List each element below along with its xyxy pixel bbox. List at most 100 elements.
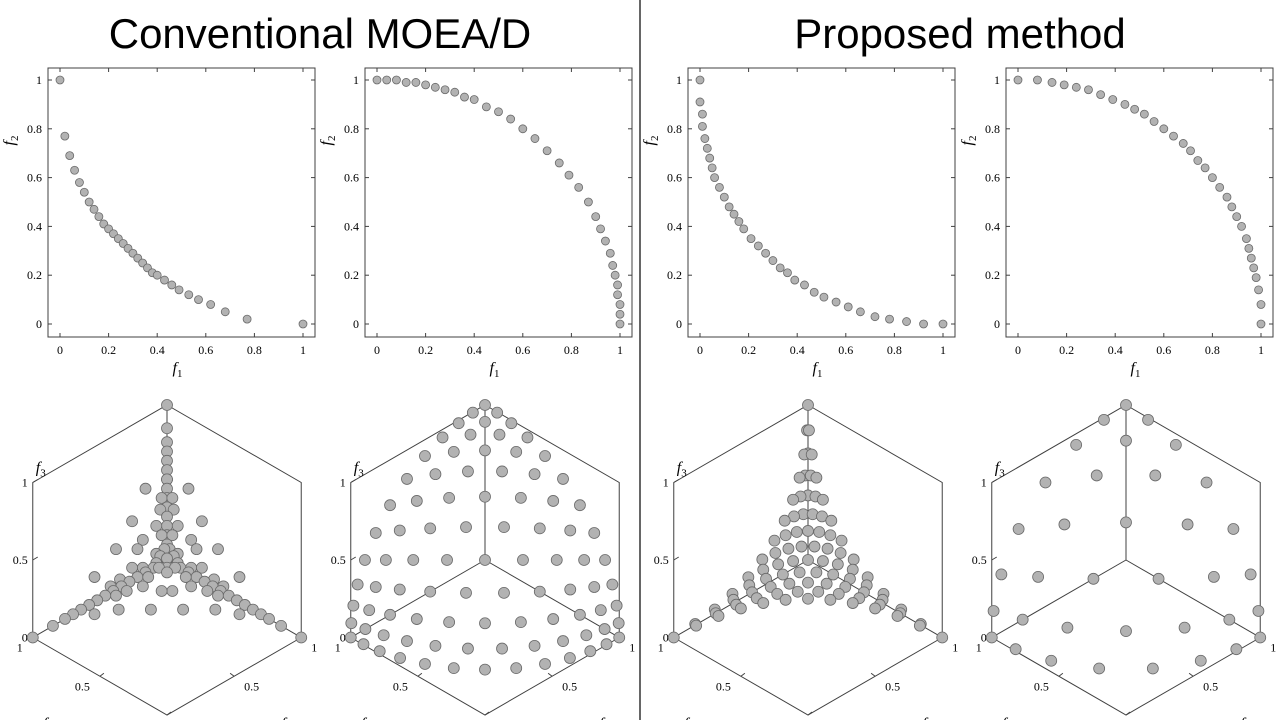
y-tick-label: 0.8 <box>27 122 42 136</box>
axis-line <box>991 559 1127 638</box>
data-point <box>855 307 865 317</box>
data-point <box>443 491 456 504</box>
data-point <box>1045 654 1058 667</box>
data-point <box>1071 82 1081 92</box>
f2-tick-label: 0.5 <box>393 679 408 693</box>
f1-tick-label: 0.5 <box>885 679 900 693</box>
x-tick-label: 0.4 <box>790 343 805 357</box>
data-point <box>787 555 799 567</box>
data-point <box>401 635 413 647</box>
y-tick-label: 0.2 <box>985 268 1000 282</box>
axis-line <box>1125 559 1261 638</box>
f2-tick-label: 1 <box>17 641 23 655</box>
data-point <box>411 78 421 87</box>
data-point <box>1169 438 1182 451</box>
data-point <box>819 292 829 302</box>
f1-tick-label: 1 <box>952 641 958 655</box>
data-point <box>139 482 152 495</box>
y-tick-label: 0.2 <box>344 268 359 282</box>
data-point <box>790 526 803 538</box>
data-point <box>715 182 724 192</box>
data-point <box>1059 80 1069 90</box>
x-axis-label: f1 <box>173 360 183 380</box>
data-point <box>496 642 508 655</box>
z-tick-label: 1 <box>981 476 987 490</box>
z-tick-label: 0 <box>663 631 669 645</box>
data-point <box>110 543 122 556</box>
y-tick-label: 0.4 <box>667 219 682 233</box>
data-point <box>295 631 308 644</box>
data-point <box>59 613 71 625</box>
data-point <box>447 445 460 458</box>
f2-tick-label: 0 <box>469 718 475 720</box>
x-tick-label: 0.8 <box>247 343 262 357</box>
data-point <box>1251 273 1261 283</box>
data-point <box>161 566 173 579</box>
data-point <box>126 515 138 528</box>
f1-axis-label: f1 <box>922 715 932 720</box>
y-tick-label: 0.4 <box>985 219 1000 233</box>
data-point <box>707 163 717 173</box>
data-point <box>1178 139 1188 148</box>
data-point <box>1249 263 1259 273</box>
y-tick-label: 1 <box>353 73 359 87</box>
f2-tick-mark <box>740 672 746 677</box>
data-point <box>275 619 287 632</box>
data-point <box>464 428 477 441</box>
data-point <box>782 542 795 555</box>
z-tick-label: 0.5 <box>13 553 28 567</box>
data-point <box>131 543 144 556</box>
data-point <box>1193 156 1203 165</box>
data-point <box>739 224 749 234</box>
data-point <box>517 554 529 566</box>
data-point <box>112 603 125 616</box>
data-point <box>834 547 847 559</box>
data-point <box>1009 643 1022 656</box>
f1-tick-label: 1 <box>1270 641 1276 655</box>
data-point <box>802 399 814 411</box>
x-tick-label: 0.6 <box>838 343 853 357</box>
y-tick-label: 1 <box>36 73 42 87</box>
data-point <box>776 568 789 581</box>
data-point <box>185 533 198 546</box>
z-tick-mark <box>673 556 680 561</box>
data-point <box>1246 253 1256 263</box>
data-point <box>574 499 586 512</box>
data-point <box>1087 572 1100 585</box>
data-point <box>79 187 89 197</box>
data-point <box>824 593 837 606</box>
data-point <box>1230 643 1243 656</box>
x-tick-label: 0 <box>374 343 380 357</box>
x-tick-label: 1 <box>617 343 623 357</box>
data-point <box>491 406 504 419</box>
data-point <box>177 603 190 616</box>
data-point <box>1058 518 1071 531</box>
x-tick-label: 1 <box>1258 343 1264 357</box>
data-point <box>209 603 222 616</box>
data-point <box>601 236 610 246</box>
data-point <box>1237 221 1246 231</box>
data-point <box>557 635 569 647</box>
x-tick-label: 0 <box>697 343 703 357</box>
data-point <box>710 173 719 183</box>
data-point <box>700 134 710 143</box>
data-point <box>847 553 860 566</box>
data-point <box>452 417 465 430</box>
data-point <box>824 529 837 542</box>
data-point <box>430 82 440 92</box>
f2-tick-mark <box>166 711 172 716</box>
data-point <box>1012 523 1025 535</box>
data-point <box>1256 300 1266 309</box>
f1-tick-label: 0.5 <box>562 679 577 693</box>
data-point <box>194 295 203 305</box>
data-point <box>419 658 431 670</box>
data-point <box>809 287 819 297</box>
data-point <box>1090 469 1103 482</box>
data-point <box>564 583 577 596</box>
x-tick-label: 0.2 <box>101 343 116 357</box>
data-point <box>393 583 406 596</box>
data-point <box>793 566 806 579</box>
data-point <box>384 499 396 512</box>
scatter-3d-panel-1: 00.5100.510.51f3f2f1 <box>13 399 317 720</box>
data-point <box>1227 202 1237 212</box>
